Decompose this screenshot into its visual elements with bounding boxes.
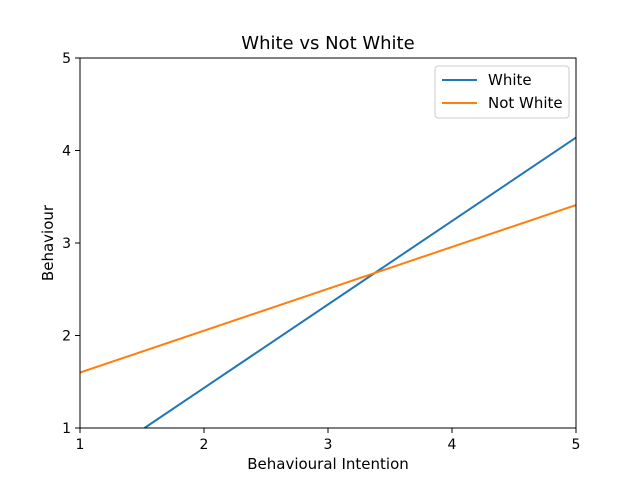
legend-label-1: White (488, 71, 532, 89)
y-tick-label: 4 (62, 144, 71, 160)
y-tick-label: 5 (62, 51, 71, 67)
y-tick-label: 1 (62, 421, 71, 437)
x-tick-label: 4 (448, 437, 457, 453)
x-axis-label: Behavioural Intention (247, 455, 409, 473)
legend: White Not White (434, 65, 570, 119)
series-line-2 (80, 204, 576, 374)
y-axis-ticks: 1 2 3 4 5 (62, 51, 80, 437)
legend-label-2: Not White (488, 94, 563, 112)
x-tick-label: 5 (572, 437, 581, 453)
x-tick-label: 1 (76, 437, 85, 453)
y-axis-label: Behaviour (39, 204, 57, 281)
x-tick-label: 3 (324, 437, 333, 453)
series-line-1 (143, 136, 576, 428)
y-tick-label: 2 (62, 329, 71, 345)
x-axis-ticks: 1 2 3 4 5 (76, 428, 581, 453)
series-layer (80, 136, 576, 428)
chart-title: White vs Not White (241, 33, 414, 54)
x-tick-label: 2 (200, 437, 209, 453)
y-tick-label: 3 (62, 236, 71, 252)
